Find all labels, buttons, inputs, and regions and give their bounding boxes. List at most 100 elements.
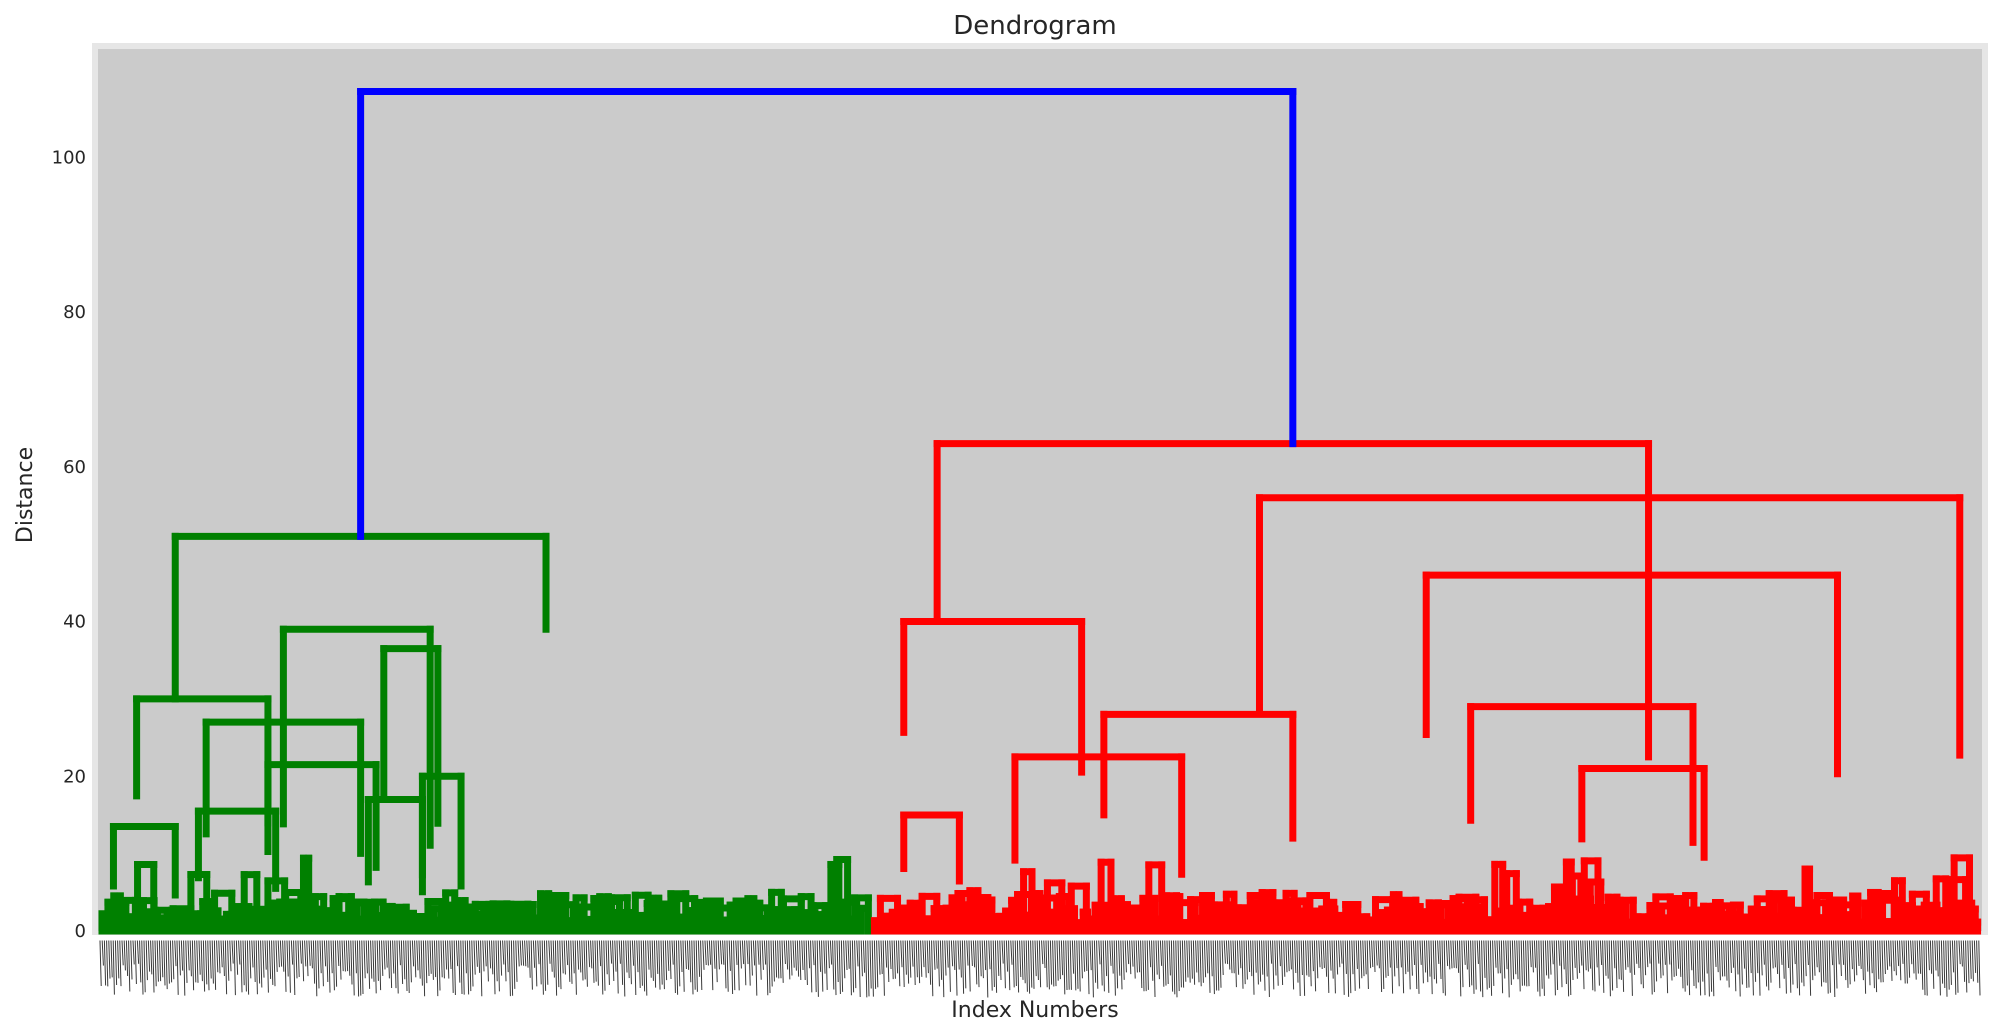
leaf-label-mark: [462, 940, 465, 995]
leaf-label-mark: [931, 940, 934, 997]
leaf-label-mark: [1377, 940, 1380, 969]
leaf-label-mark: [370, 940, 373, 979]
leaf-label-mark: [884, 940, 888, 968]
leaf-label-mark: [620, 940, 624, 985]
leaf-label-mark: [873, 940, 877, 989]
leaf-label-mark: [559, 940, 562, 990]
leaf-label-mark: [607, 940, 610, 985]
leaf-label-mark: [1100, 940, 1103, 986]
leaf-label-mark: [801, 940, 804, 970]
leaf-label-mark: [986, 940, 989, 998]
leaf-label-mark: [1571, 940, 1574, 980]
leaf-label-mark: [814, 940, 817, 993]
leaf-label-mark: [658, 940, 661, 990]
leaf-label-mark: [1971, 940, 1974, 982]
leaf-label-mark: [1258, 940, 1262, 982]
leaf-label-mark: [1791, 940, 1794, 985]
leaf-label-mark: [458, 940, 461, 983]
leaf-label-mark: [1938, 940, 1941, 996]
leaf-label-mark: [746, 940, 749, 965]
leaf-label-mark: [849, 940, 852, 996]
leaf-label-mark: [1544, 940, 1548, 976]
leaf-label-mark: [1542, 940, 1545, 996]
leaf-label-mark: [680, 940, 683, 973]
leaf-label-mark: [1665, 940, 1669, 994]
leaf-label-mark: [653, 940, 657, 988]
leaf-label-mark: [979, 940, 982, 977]
leaf-label-mark: [455, 940, 459, 967]
leaf-label-mark: [1932, 940, 1935, 989]
leaf-label-mark: [242, 940, 245, 986]
leaf-label-mark: [1274, 940, 1277, 976]
leaf-label-mark: [1621, 940, 1625, 992]
leaf-label-mark: [1555, 940, 1559, 991]
leaf-label-mark: [194, 940, 197, 983]
leaf-label-mark: [832, 940, 835, 990]
leaf-label-mark: [1943, 940, 1946, 988]
leaf-label-mark: [1104, 940, 1108, 977]
leaf-label-mark: [1756, 940, 1759, 974]
leaf-label-mark: [416, 940, 419, 971]
leaf-label-mark: [334, 940, 338, 987]
leaf-label-mark: [774, 940, 778, 978]
leaf-label-mark: [108, 940, 111, 979]
leaf-label-mark: [1366, 940, 1369, 990]
leaf-label-mark: [125, 940, 129, 977]
leaf-label-mark: [1835, 940, 1838, 989]
leaf-label-mark: [1859, 940, 1862, 969]
leaf-label-mark: [1676, 940, 1680, 969]
leaf-label-mark: [948, 940, 951, 992]
leaf-label-mark: [1404, 940, 1407, 975]
leaf-label-mark: [154, 940, 157, 987]
leaf-label-mark: [356, 940, 360, 997]
leaf-label-mark: [1965, 940, 1968, 993]
leaf-label-mark: [513, 940, 516, 989]
leaf-label-mark: [1712, 940, 1715, 997]
leaf-label-mark: [1131, 940, 1134, 967]
leaf-label-mark: [286, 940, 289, 977]
leaf-label-mark: [1923, 940, 1926, 996]
leaf-label-mark: [1003, 940, 1006, 989]
leaf-label-mark: [1630, 940, 1633, 996]
leaf-label-mark: [1148, 940, 1152, 968]
leaf-label-mark: [524, 940, 527, 967]
leaf-labels: [99, 940, 1981, 998]
leaf-label-mark: [1947, 940, 1950, 990]
leaf-label-mark: [1705, 940, 1708, 974]
leaf-label-mark: [1764, 940, 1768, 987]
leaf-label-mark: [631, 940, 635, 966]
leaf-label-mark: [1850, 940, 1853, 970]
leaf-label-mark: [1019, 940, 1022, 978]
leaf-label-mark: [1852, 940, 1856, 982]
leaf-label-mark: [609, 940, 613, 964]
leaf-label-mark: [1245, 940, 1248, 980]
leaf-label-mark: [1976, 940, 1979, 983]
leaf-label-mark: [1868, 940, 1871, 986]
leaf-label-mark: [818, 940, 822, 972]
leaf-label-mark: [1489, 940, 1493, 996]
leaf-label-mark: [1340, 940, 1343, 964]
leaf-label-mark: [1146, 940, 1149, 990]
leaf-label-mark: [1232, 940, 1235, 974]
leaf-label-mark: [1107, 940, 1110, 993]
leaf-label-mark: [592, 940, 595, 983]
leaf-label-mark: [1584, 940, 1587, 971]
leaf-label-mark: [506, 940, 509, 973]
leaf-label-mark: [554, 940, 558, 996]
leaf-label-mark: [854, 940, 857, 989]
leaf-label-mark: [1432, 940, 1435, 980]
cluster-2-merge-4: [1255, 494, 1964, 759]
leaf-label-mark: [1599, 940, 1603, 966]
leaf-label-mark: [1357, 940, 1361, 989]
leaf-label-mark: [420, 940, 423, 986]
leaf-label-mark: [770, 940, 773, 987]
leaf-label-mark: [350, 940, 353, 985]
leaf-label-mark: [1894, 940, 1897, 976]
leaf-label-mark: [997, 940, 1000, 976]
leaf-label-mark: [1604, 940, 1607, 976]
leaf-label-mark: [1386, 940, 1389, 976]
leaf-label-mark: [1417, 940, 1420, 994]
leaf-label-mark: [1014, 940, 1017, 987]
leaf-label-mark: [1199, 940, 1202, 987]
leaf-label-mark: [642, 940, 646, 992]
